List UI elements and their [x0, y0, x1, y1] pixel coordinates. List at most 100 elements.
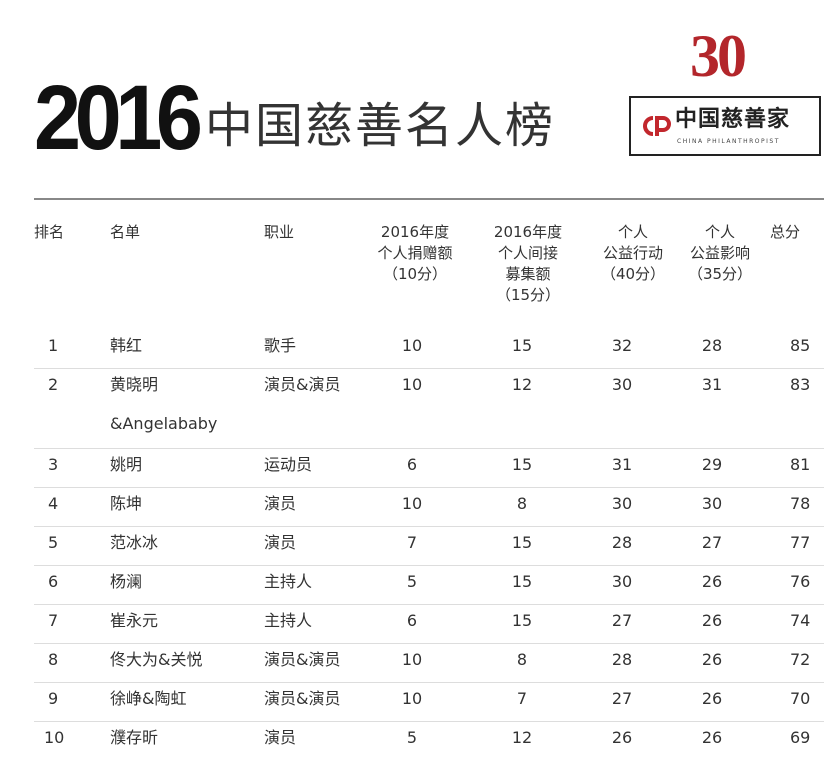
- cell-total: 85: [790, 336, 811, 355]
- header-line: （35分）: [687, 265, 753, 283]
- table-row: 1 韩红 歌手 10 15 32 28 85: [34, 330, 824, 362]
- header-line: 2016年度: [493, 223, 563, 241]
- col-name-header: 名单: [110, 222, 260, 243]
- cell-job: 主持人: [264, 572, 313, 591]
- cell-job: 演员: [264, 728, 297, 747]
- cell-rank: 9: [48, 689, 59, 708]
- cell-influence: 31: [701, 375, 723, 394]
- cell-donation: 10: [401, 650, 423, 669]
- header-line: 公益行动: [602, 244, 663, 262]
- table-row: 6 杨澜 主持人 5 15 30 26 76: [34, 565, 824, 598]
- cp-logo-icon: [643, 116, 671, 136]
- cell-indirect: 7: [516, 689, 528, 708]
- cell-rank: 6: [48, 572, 59, 591]
- cell-job: 演员&演员: [264, 375, 341, 394]
- cell-job: 歌手: [264, 336, 297, 355]
- header-divider: [34, 198, 824, 200]
- header-line: 募集额: [505, 265, 551, 283]
- logo-name: 中国慈善家: [675, 107, 791, 132]
- cell-influence: 28: [701, 336, 723, 355]
- cell-total: 77: [790, 533, 811, 552]
- col-occupation-header: 职业: [264, 222, 364, 243]
- cell-donation: 6: [406, 611, 418, 630]
- table-row: 4 陈坤 演员 10 8 30 30 78: [34, 487, 824, 520]
- cell-action: 26: [611, 728, 633, 747]
- table-row: 9 徐峥&陶虹 演员&演员 10 7 27 26 70: [34, 682, 824, 715]
- cell-action: 31: [611, 455, 633, 474]
- cell-rank: 4: [48, 494, 59, 513]
- cell-donation: 10: [401, 494, 423, 513]
- cell-donation: 5: [406, 572, 418, 591]
- header-line: 个人捐赠额: [377, 244, 453, 262]
- cell-donation: 5: [406, 728, 418, 747]
- cell-donation: 10: [401, 336, 423, 355]
- cell-name: 黄晓明: [110, 375, 159, 394]
- cell-donation: 10: [401, 375, 423, 394]
- cell-job: 演员&演员: [264, 650, 341, 669]
- cell-indirect: 15: [511, 611, 533, 630]
- cell-rank: 3: [48, 455, 59, 474]
- cell-name: 崔永元: [110, 611, 159, 630]
- cell-influence: 27: [701, 533, 723, 552]
- cell-action: 28: [611, 650, 633, 669]
- col-indirect-raising-header: 2016年度 个人间接募集额 （15分）: [478, 222, 578, 306]
- cell-action: 30: [611, 572, 633, 591]
- cell-rank: 8: [48, 650, 59, 669]
- cell-name-continued: &Angelababy: [110, 414, 218, 433]
- issue-number: 30: [690, 23, 747, 89]
- cell-job: 运动员: [264, 455, 313, 474]
- header-line: 个人: [617, 223, 648, 241]
- cell-donation: 10: [401, 689, 423, 708]
- col-total-header: 总分: [770, 222, 830, 243]
- cell-total: 76: [790, 572, 811, 591]
- cell-indirect: 15: [511, 336, 533, 355]
- cell-total: 83: [790, 375, 811, 394]
- cell-total: 74: [790, 611, 811, 630]
- cell-influence: 26: [701, 728, 723, 747]
- cell-influence: 26: [701, 689, 723, 708]
- cell-action: 30: [611, 494, 633, 513]
- table-row: 3 姚明 运动员 6 15 31 29 81: [34, 448, 824, 481]
- cell-indirect: 8: [516, 494, 528, 513]
- table-row: 2 黄晓明 演员&演员 10 12 30 31 83: [34, 368, 824, 401]
- cell-influence: 26: [701, 611, 723, 630]
- header-line: （15分）: [495, 286, 561, 304]
- cell-donation: 6: [406, 455, 418, 474]
- cell-rank: 2: [48, 375, 59, 394]
- cell-rank: 7: [48, 611, 59, 630]
- title-year: 2016: [34, 67, 203, 169]
- cell-job: 主持人: [264, 611, 313, 630]
- cell-indirect: 12: [511, 375, 533, 394]
- page-title: 中国慈善名人榜: [205, 98, 556, 154]
- cell-job: 演员&演员: [264, 689, 341, 708]
- cell-name: 姚明: [110, 455, 143, 474]
- cell-action: 30: [611, 375, 633, 394]
- cell-job: 演员: [264, 533, 297, 552]
- logo-subtitle: CHINA PHILANTHROPIST: [677, 138, 780, 145]
- cell-action: 28: [611, 533, 633, 552]
- cell-rank: 5: [48, 533, 59, 552]
- col-public-influence-header: 个人 公益影响 （35分）: [670, 222, 770, 285]
- cell-rank: 10: [44, 728, 65, 747]
- cell-indirect: 15: [511, 455, 533, 474]
- cell-influence: 26: [701, 650, 723, 669]
- cell-name: 陈坤: [110, 494, 143, 513]
- cell-indirect: 8: [516, 650, 528, 669]
- cell-donation: 7: [406, 533, 418, 552]
- col-rank-header: 排名: [34, 222, 84, 243]
- header-line: 名单: [110, 223, 141, 241]
- cell-name: 佟大为&关悦: [110, 650, 203, 669]
- header-line: 总分: [770, 223, 801, 241]
- cell-influence: 30: [701, 494, 723, 513]
- header-line: 个人: [704, 223, 735, 241]
- cell-action: 27: [611, 611, 633, 630]
- cell-rank: 1: [48, 336, 59, 355]
- col-donation-header: 2016年度 个人捐赠额 （10分）: [360, 222, 470, 285]
- header-line: （40分）: [600, 265, 666, 283]
- header-line: 2016年度: [380, 223, 450, 241]
- header-line: 个人间接: [497, 244, 558, 262]
- cell-action: 32: [611, 336, 633, 355]
- table-row: 7 崔永元 主持人 6 15 27 26 74: [34, 604, 824, 637]
- cell-name: 徐峥&陶虹: [110, 689, 187, 708]
- cell-total: 69: [790, 728, 811, 747]
